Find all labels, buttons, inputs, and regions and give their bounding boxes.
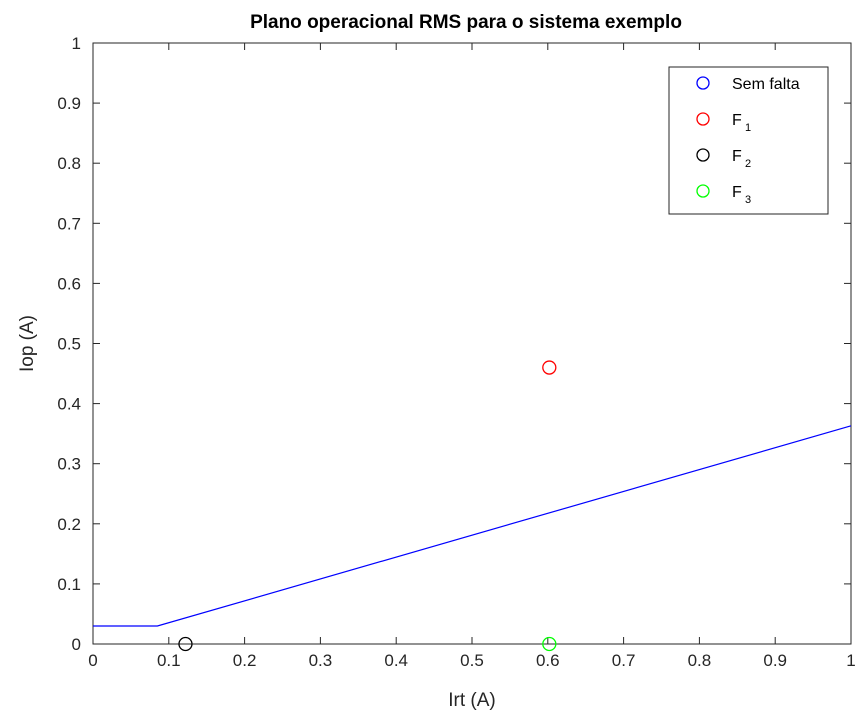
- legend-label-subscript: 1: [745, 122, 751, 134]
- legend-label: F: [732, 112, 742, 129]
- axis-ticks: 0 0.1 0.2 0.3 0.4 0.5 0.6 0.7 0.8 0.9 1 0 0.1 0.2 0.3 0…: [57, 34, 855, 670]
- legend-box: [668, 66, 829, 215]
- x-tick-label: 0: [88, 651, 97, 670]
- x-tick-label: 0.7: [612, 651, 636, 670]
- legend-marker: [696, 184, 710, 198]
- y-tick-label: 0.6: [57, 274, 81, 293]
- legend-label: F: [732, 184, 742, 201]
- legend-marker: [696, 148, 710, 162]
- x-tick-label: 0.5: [460, 651, 484, 670]
- y-tick-label: 0.4: [57, 395, 81, 414]
- x-axis-label: Irt (A): [448, 690, 496, 711]
- x-tick-label: 0.3: [309, 651, 333, 670]
- y-axis-label: Iop (A): [17, 315, 38, 372]
- y-tick-label: 0.8: [57, 154, 81, 173]
- x-tick-label: 0.1: [157, 651, 181, 670]
- chart-title: Plano operacional RMS para o sistema exe…: [250, 12, 682, 33]
- data-point: [542, 636, 557, 652]
- plot-content: [93, 360, 852, 652]
- y-tick-label: 0: [72, 635, 81, 654]
- characteristic-line: [93, 425, 852, 627]
- legend-marker: [696, 112, 710, 126]
- y-tick-label: 0.5: [57, 335, 81, 354]
- legend-label-subscript: 2: [745, 158, 751, 170]
- x-tick-label: 0.9: [763, 651, 787, 670]
- x-tick-label: 0.4: [384, 651, 408, 670]
- legend-label: Sem falta: [732, 76, 800, 93]
- y-tick-label: 0.9: [57, 94, 81, 113]
- x-tick-label: 0.8: [688, 651, 712, 670]
- y-tick-label: 1: [72, 34, 81, 53]
- x-tick-label: 0.6: [536, 651, 560, 670]
- y-tick-label: 0.2: [57, 515, 81, 534]
- y-tick-label: 0.3: [57, 455, 81, 474]
- x-tick-label: 0.2: [233, 651, 257, 670]
- legend-label-subscript: 3: [745, 194, 751, 206]
- legend-label: F: [732, 148, 742, 165]
- x-tick-label: 1: [846, 651, 855, 670]
- y-tick-label: 0.7: [57, 214, 81, 233]
- data-point: [178, 636, 193, 652]
- y-tick-label: 0.1: [57, 575, 81, 594]
- legend-marker: [696, 76, 710, 90]
- data-point: [542, 360, 557, 375]
